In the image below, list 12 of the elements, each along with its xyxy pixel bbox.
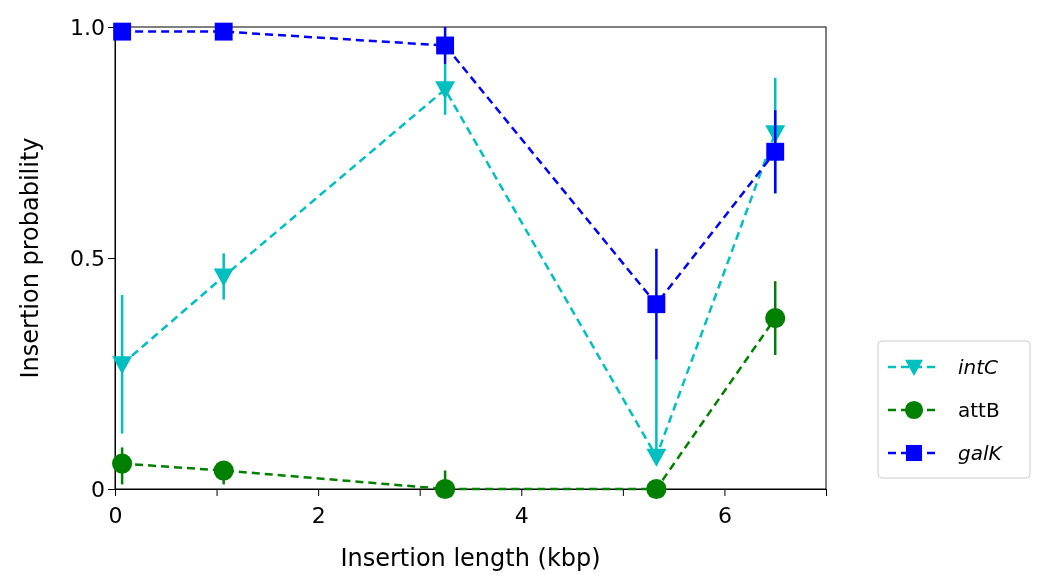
legend-label: intC [958, 355, 999, 379]
x-tick-label: 0 [108, 503, 123, 529]
x-axis-title: Insertion length (kbp) [340, 544, 601, 572]
y-axis-title: Insertion probability [16, 137, 44, 379]
legend-label: attB [958, 398, 1000, 422]
y-tick-label: 1.0 [70, 14, 105, 40]
legend-label: galK [958, 441, 1004, 465]
y-tick-label: 0.5 [70, 245, 105, 271]
x-tick-label: 4 [514, 503, 529, 529]
x-tick-label: 6 [717, 503, 732, 529]
x-tick-label: 2 [311, 503, 326, 529]
y-tick-label: 0 [91, 476, 105, 502]
